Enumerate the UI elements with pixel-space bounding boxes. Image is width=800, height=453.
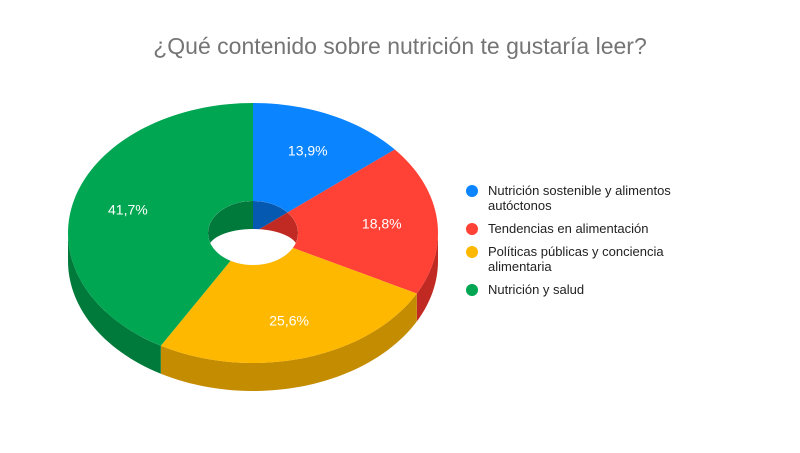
legend-swatch-2 bbox=[466, 246, 478, 258]
legend-item[interactable]: Tendencias en alimentación bbox=[466, 221, 706, 236]
inner-wall-0 bbox=[253, 201, 288, 233]
data-label-0: 13,9% bbox=[288, 143, 328, 159]
legend-item[interactable]: Nutrición y salud bbox=[466, 282, 706, 297]
chart-title: ¿Qué contenido sobre nutrición te gustar… bbox=[153, 33, 647, 59]
legend-label: Tendencias en alimentación bbox=[488, 221, 649, 236]
legend-label: Políticas públicas y conciencia alimenta… bbox=[488, 244, 664, 274]
slice-side-2 bbox=[160, 293, 417, 391]
slice-3[interactable] bbox=[68, 103, 254, 346]
slice-side-3 bbox=[68, 233, 161, 374]
legend-item[interactable]: Políticas públicas y conciencia alimenta… bbox=[466, 244, 706, 274]
slice-2[interactable] bbox=[160, 247, 417, 363]
data-label-1: 18,8% bbox=[362, 215, 402, 231]
slice-0[interactable] bbox=[253, 103, 395, 213]
legend-label: Nutrición sostenible y alimentos autócto… bbox=[488, 183, 671, 213]
legend: Nutrición sostenible y alimentos autócto… bbox=[466, 183, 706, 305]
hole-opening bbox=[208, 229, 298, 265]
legend-swatch-3 bbox=[466, 284, 478, 296]
data-label-3: 41,7% bbox=[108, 202, 148, 218]
legend-label: Nutrición y salud bbox=[488, 282, 585, 297]
legend-swatch-0 bbox=[466, 185, 478, 197]
legend-swatch-1 bbox=[466, 223, 478, 235]
data-label-2: 25,6% bbox=[269, 312, 309, 328]
donut-hole bbox=[208, 201, 298, 265]
slice-side-1 bbox=[416, 233, 438, 322]
slice-1[interactable] bbox=[287, 149, 438, 294]
legend-item[interactable]: Nutrición sostenible y alimentos autócto… bbox=[466, 183, 706, 213]
